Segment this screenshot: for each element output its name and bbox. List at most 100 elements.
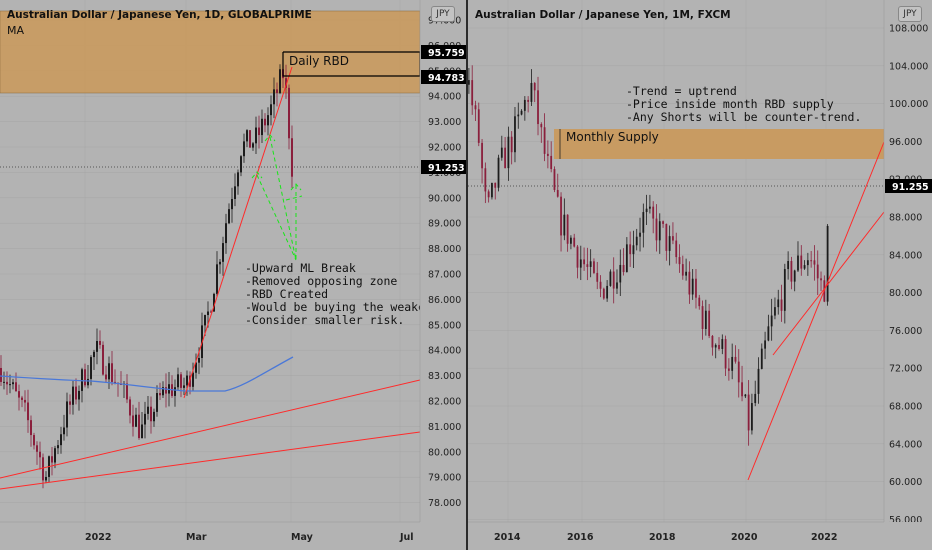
candle-body	[228, 209, 230, 224]
candle-body	[192, 372, 194, 387]
candle-body	[126, 383, 128, 400]
candle-body	[622, 264, 625, 273]
candle-body	[668, 236, 671, 251]
currency-badge[interactable]: JPY	[431, 6, 455, 22]
candle-body	[820, 278, 822, 281]
y-tick-label: 56.000	[889, 515, 922, 526]
candle-body	[57, 445, 59, 449]
y-tick-label: 85.000	[428, 320, 461, 331]
candle-body	[543, 127, 546, 154]
candle-body	[183, 385, 185, 388]
candle-body	[599, 281, 602, 289]
candle-body	[474, 105, 477, 110]
candle-body	[718, 344, 720, 349]
y-tick-label: 84.000	[889, 250, 922, 261]
svg-text:-Upward ML Break: -Upward ML Break	[245, 261, 356, 275]
candle-body	[99, 340, 101, 345]
candle-body	[237, 172, 239, 187]
candle-body	[691, 278, 694, 295]
monthly-current-price-tag	[885, 179, 932, 193]
candle-body	[655, 218, 658, 241]
candle-body	[734, 356, 737, 362]
svg-text:-Any Shorts will be counter-tr: -Any Shorts will be counter-trend.	[626, 110, 861, 124]
candle-body	[258, 127, 260, 136]
candle-body	[180, 374, 182, 388]
candle-body	[39, 451, 41, 458]
candle-body	[216, 264, 218, 294]
candle-body	[678, 257, 681, 265]
candle-body	[777, 299, 780, 308]
currency-badge-monthly[interactable]: JPY	[898, 6, 922, 22]
candle-body	[484, 168, 487, 192]
y-tick-label: 72.000	[889, 364, 922, 375]
chart-panel-monthly[interactable]: Monthly Supply -Trend = uptrend -Price i…	[468, 0, 932, 550]
y-tick-label: 80.000	[889, 288, 922, 299]
candle-body	[63, 427, 65, 435]
candle-body	[573, 237, 576, 247]
candle-body	[51, 456, 53, 463]
candle-body	[204, 315, 206, 326]
candle-body	[731, 356, 734, 371]
daily-chart-canvas[interactable]: Daily RBD -Upward ML Break -Removed oppo…	[0, 0, 466, 550]
candle-body	[523, 99, 526, 111]
y-tick-label: 79.000	[428, 473, 461, 484]
candle-body	[9, 384, 11, 386]
candle-body	[751, 403, 753, 431]
candle-body	[186, 375, 188, 386]
candle-body	[704, 310, 707, 329]
monthly-current-price-text: 91.255	[892, 182, 929, 193]
candle-body	[84, 369, 86, 386]
candle-body	[6, 381, 8, 385]
candle-body	[60, 434, 62, 446]
y-tick-label: 100.000	[889, 99, 928, 110]
candle-body	[639, 232, 641, 237]
candle-body	[566, 214, 569, 244]
candle-body	[87, 378, 89, 386]
candle-body	[198, 358, 200, 363]
candle-body	[560, 196, 562, 236]
candle-body	[553, 169, 556, 190]
candle-body	[108, 363, 110, 380]
candle-body	[764, 340, 766, 349]
candle-body	[12, 382, 14, 385]
indicator-label[interactable]: MA	[7, 24, 25, 37]
panel-divider[interactable]	[466, 0, 468, 550]
candle-body	[681, 264, 684, 276]
moving-average-line	[0, 356, 294, 392]
candle-body	[556, 189, 559, 197]
trendline-lower-1	[0, 379, 421, 479]
y-tick-label: 64.000	[889, 439, 922, 450]
monthly-time-axis[interactable]: 2014 2016 2018 2020 2022	[494, 532, 837, 543]
daily-time-axis[interactable]: 2022 Mar May Jul	[85, 532, 414, 543]
candle-body	[291, 138, 293, 177]
trendline-steep	[183, 66, 293, 399]
y-tick-label: 84.000	[428, 346, 461, 357]
candle-body	[273, 89, 275, 105]
y-tick-label: 86.000	[428, 295, 461, 306]
candle-body	[471, 80, 474, 106]
candle-body	[741, 382, 743, 397]
x-tick-2014: 2014	[494, 532, 521, 543]
daily-notes: -Upward ML Break -Removed opposing zone …	[245, 261, 460, 327]
candle-body	[727, 368, 730, 371]
y-tick-label: 93.000	[428, 117, 461, 128]
candle-body	[3, 381, 5, 383]
x-tick-2020: 2020	[731, 532, 758, 543]
x-tick-may: May	[291, 532, 314, 543]
y-tick-label: 80.000	[428, 447, 461, 458]
candle-body	[793, 270, 796, 282]
candle-body	[147, 406, 149, 414]
candle-body	[72, 386, 74, 405]
candle-body	[177, 374, 179, 388]
candle-body	[533, 82, 536, 91]
candle-body	[803, 265, 806, 269]
candle-body	[767, 326, 770, 341]
candle-body	[609, 271, 612, 286]
monthly-chart-canvas[interactable]: Monthly Supply -Trend = uptrend -Price i…	[468, 0, 932, 550]
candle-body	[210, 311, 212, 313]
candle-body	[747, 394, 750, 431]
svg-text:-Removed opposing zone: -Removed opposing zone	[245, 274, 397, 288]
candle-body	[685, 271, 687, 276]
chart-panel-daily[interactable]: Daily RBD -Upward ML Break -Removed oppo…	[0, 0, 466, 550]
candle-body	[649, 206, 651, 209]
